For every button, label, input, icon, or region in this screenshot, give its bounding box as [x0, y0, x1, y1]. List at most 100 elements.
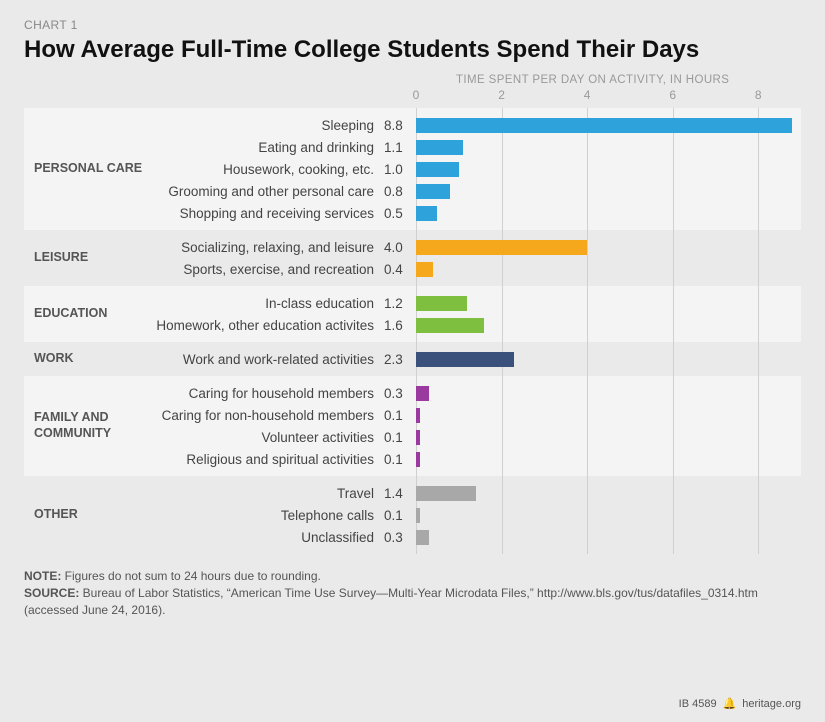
data-row: Unclassified0.3 [144, 526, 801, 548]
bar-cell [416, 236, 801, 258]
row-label: Grooming and other personal care [144, 184, 384, 199]
x-axis-tick: 6 [669, 88, 676, 102]
note-label: NOTE: [24, 569, 61, 583]
data-row: Homework, other education activites1.6 [144, 314, 801, 336]
bar-cell [416, 482, 801, 504]
chart-title: How Average Full-Time College Students S… [24, 36, 801, 64]
row-label: Caring for non-household members [144, 408, 384, 423]
source-text: Bureau of Labor Statistics, “American Ti… [24, 586, 758, 617]
bell-icon: 🔔 [723, 697, 737, 710]
bar-cell [416, 202, 801, 224]
row-value: 0.3 [384, 530, 416, 545]
row-value: 2.3 [384, 352, 416, 367]
row-value: 1.0 [384, 162, 416, 177]
bar [416, 240, 587, 255]
bar-cell [416, 404, 801, 426]
x-axis-tick: 4 [584, 88, 591, 102]
data-row: Telephone calls0.1 [144, 504, 801, 526]
row-label: Volunteer activities [144, 430, 384, 445]
bar-cell [416, 292, 801, 314]
bar [416, 352, 514, 367]
bar [416, 206, 437, 221]
bar-cell [416, 426, 801, 448]
category-group: LEISURESocializing, relaxing, and leisur… [24, 230, 801, 286]
bar-cell [416, 114, 801, 136]
row-label: Sports, exercise, and recreation [144, 262, 384, 277]
bar [416, 508, 420, 523]
row-label: Shopping and receiving services [144, 206, 384, 221]
row-value: 1.2 [384, 296, 416, 311]
bar-cell [416, 314, 801, 336]
bar [416, 530, 429, 545]
row-label: Sleeping [144, 118, 384, 133]
row-value: 1.6 [384, 318, 416, 333]
data-row: Sleeping8.8 [144, 114, 801, 136]
row-value: 0.1 [384, 408, 416, 423]
data-row: Travel1.4 [144, 482, 801, 504]
bar [416, 386, 429, 401]
data-row: Religious and spiritual activities0.1 [144, 448, 801, 470]
bar-cell [416, 348, 801, 370]
note-block: NOTE: Figures do not sum to 24 hours due… [24, 568, 801, 618]
row-label: Unclassified [144, 530, 384, 545]
bar [416, 162, 459, 177]
data-row: Sports, exercise, and recreation0.4 [144, 258, 801, 280]
bar [416, 318, 484, 333]
row-value: 0.1 [384, 430, 416, 445]
category-name: FAMILY AND COMMUNITY [24, 410, 144, 441]
data-row: In-class education1.2 [144, 292, 801, 314]
row-value: 0.4 [384, 262, 416, 277]
footer-site: heritage.org [742, 698, 801, 710]
source-label: SOURCE: [24, 586, 79, 600]
bar [416, 430, 420, 445]
row-label: Housework, cooking, etc. [144, 162, 384, 177]
bar-cell [416, 448, 801, 470]
category-name: OTHER [24, 507, 144, 523]
bar [416, 262, 433, 277]
row-value: 4.0 [384, 240, 416, 255]
plot-area: TIME SPENT PER DAY ON ACTIVITY, IN HOURS… [24, 74, 801, 554]
category-name: LEISURE [24, 250, 144, 266]
bar [416, 408, 420, 423]
data-row: Shopping and receiving services0.5 [144, 202, 801, 224]
footer: IB 4589 🔔 heritage.org [679, 697, 801, 710]
category-name: WORK [24, 351, 144, 367]
row-label: Travel [144, 486, 384, 501]
data-row: Socializing, relaxing, and leisure4.0 [144, 236, 801, 258]
row-value: 1.4 [384, 486, 416, 501]
bar [416, 452, 420, 467]
bar [416, 118, 792, 133]
bar-cell [416, 158, 801, 180]
bar-cell [416, 382, 801, 404]
bar-cell [416, 180, 801, 202]
bar-cell [416, 526, 801, 548]
bar-cell [416, 136, 801, 158]
data-row: Caring for non-household members0.1 [144, 404, 801, 426]
chart-groups: PERSONAL CARESleeping8.8Eating and drink… [24, 108, 801, 554]
data-row: Work and work-related activities2.3 [144, 348, 801, 370]
row-label: Religious and spiritual activities [144, 452, 384, 467]
bar [416, 486, 476, 501]
chart-number-label: CHART 1 [24, 18, 801, 32]
bar [416, 296, 467, 311]
row-value: 1.1 [384, 140, 416, 155]
data-row: Grooming and other personal care0.8 [144, 180, 801, 202]
row-value: 0.3 [384, 386, 416, 401]
category-group: OTHERTravel1.4Telephone calls0.1Unclassi… [24, 476, 801, 554]
data-row: Caring for household members0.3 [144, 382, 801, 404]
category-group: WORKWork and work-related activities2.3 [24, 342, 801, 376]
x-axis-tick: 2 [498, 88, 505, 102]
bar-cell [416, 504, 801, 526]
row-label: Homework, other education activites [144, 318, 384, 333]
category-group: EDUCATIONIn-class education1.2Homework, … [24, 286, 801, 342]
x-axis-title: TIME SPENT PER DAY ON ACTIVITY, IN HOURS [416, 74, 801, 86]
row-value: 0.1 [384, 452, 416, 467]
data-row: Volunteer activities0.1 [144, 426, 801, 448]
row-value: 0.8 [384, 184, 416, 199]
category-name: PERSONAL CARE [24, 161, 144, 177]
row-value: 0.1 [384, 508, 416, 523]
row-label: In-class education [144, 296, 384, 311]
footer-id: IB 4589 [679, 698, 717, 710]
row-label: Socializing, relaxing, and leisure [144, 240, 384, 255]
x-axis-tick: 8 [755, 88, 762, 102]
